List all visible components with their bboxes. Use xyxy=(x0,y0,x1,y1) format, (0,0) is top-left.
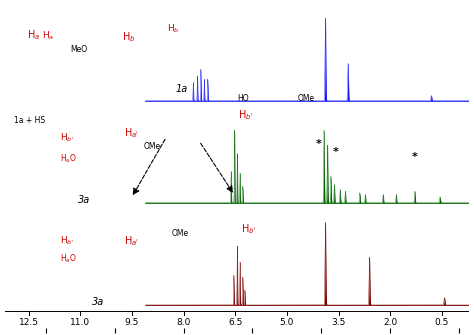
Text: H$_a$: H$_a$ xyxy=(42,30,54,42)
Bar xyxy=(5,3,144,106)
Text: 2.0: 2.0 xyxy=(383,318,397,327)
Text: H$_{a'}$: H$_{a'}$ xyxy=(124,126,139,140)
Text: 9.5: 9.5 xyxy=(125,318,139,327)
Text: H$_{b'}$: H$_{b'}$ xyxy=(238,108,254,122)
Text: (C): (C) xyxy=(7,212,26,222)
Text: HO: HO xyxy=(237,94,249,103)
Text: *: * xyxy=(412,151,418,161)
Text: 0.5: 0.5 xyxy=(435,318,449,327)
Text: 12.5: 12.5 xyxy=(19,318,39,327)
Text: *: * xyxy=(316,139,321,149)
Text: H$_a$O: H$_a$O xyxy=(61,152,77,165)
Bar xyxy=(5,106,144,208)
Text: H$_a$O: H$_a$O xyxy=(61,253,77,265)
Bar xyxy=(5,208,144,310)
Text: 1a + HS: 1a + HS xyxy=(14,116,45,125)
Text: H$_{b'}$: H$_{b'}$ xyxy=(61,234,75,247)
Text: H$_{a'}$: H$_{a'}$ xyxy=(125,234,140,248)
Text: 5.0: 5.0 xyxy=(280,318,294,327)
Text: H$_b$: H$_b$ xyxy=(167,23,180,35)
Text: (B): (B) xyxy=(7,110,26,120)
Text: OMe: OMe xyxy=(144,142,161,151)
Text: H$_b$: H$_b$ xyxy=(122,30,135,44)
Text: OMe: OMe xyxy=(172,229,189,238)
Text: 3a: 3a xyxy=(78,195,90,205)
Text: 11.0: 11.0 xyxy=(70,318,91,327)
Text: 1a: 1a xyxy=(175,84,187,94)
Text: H$_{b'}$: H$_{b'}$ xyxy=(61,132,75,144)
Text: H$_{b'}$: H$_{b'}$ xyxy=(241,222,257,236)
Text: MeO: MeO xyxy=(70,45,87,54)
Text: H$_a$: H$_a$ xyxy=(27,28,41,42)
Text: 3.5: 3.5 xyxy=(331,318,346,327)
Text: OMe: OMe xyxy=(297,94,315,103)
Text: 3a: 3a xyxy=(91,297,104,307)
Text: (A): (A) xyxy=(7,7,26,17)
Text: *: * xyxy=(333,147,339,157)
Text: 8.0: 8.0 xyxy=(176,318,191,327)
Text: 6.5: 6.5 xyxy=(228,318,243,327)
